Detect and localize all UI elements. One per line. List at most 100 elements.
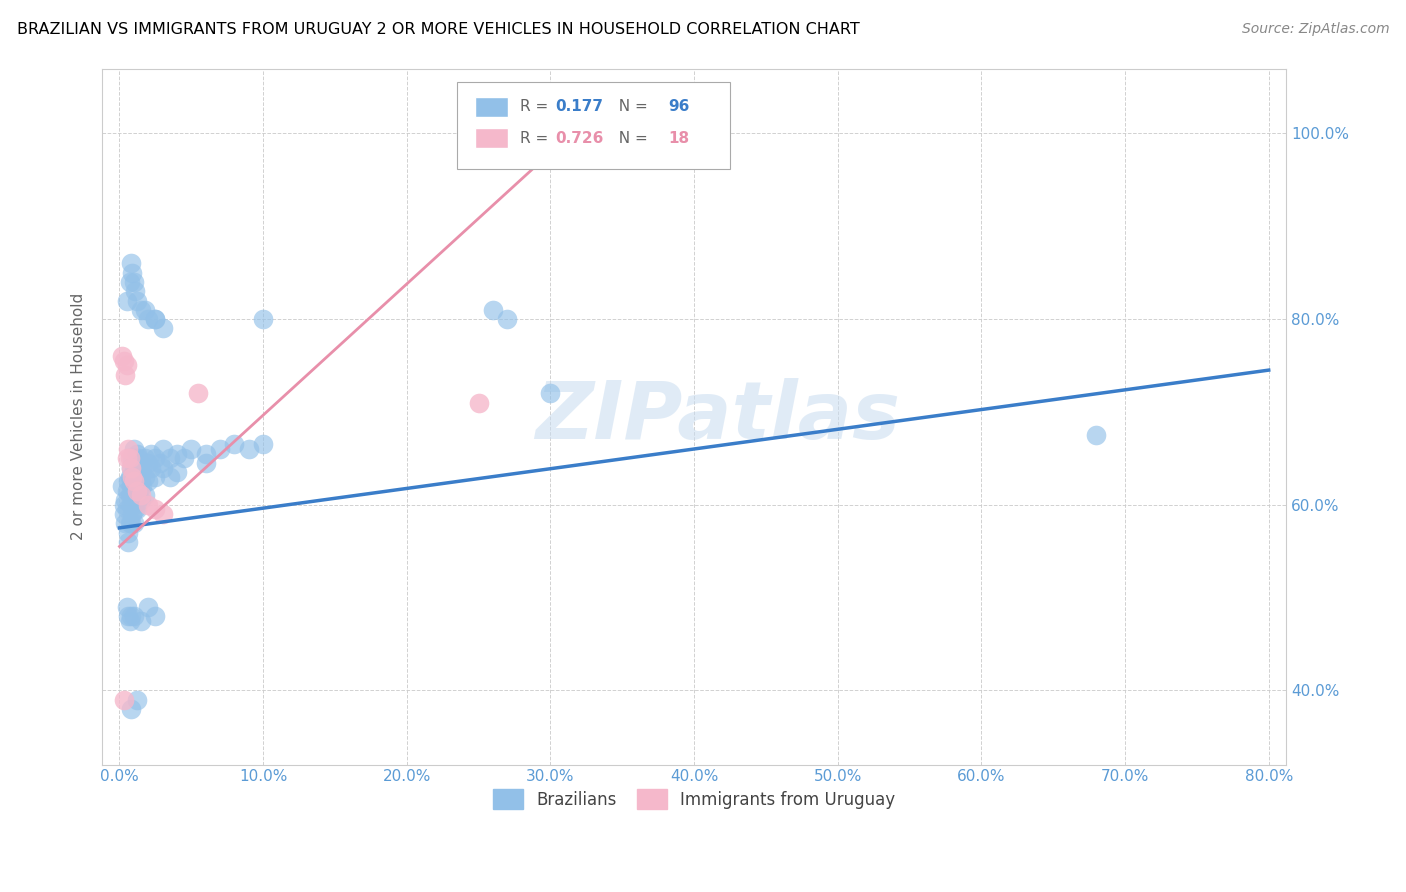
Point (134, 488, 156, 502)
Text: N =: N = (609, 130, 652, 145)
FancyBboxPatch shape (475, 128, 508, 148)
Point (194, 456, 217, 470)
Point (115, 359, 138, 373)
Point (124, 483, 146, 498)
Point (125, 483, 148, 498)
Point (145, 470, 167, 484)
Point (152, 321, 174, 335)
Point (117, 442, 139, 456)
Point (111, 479, 134, 493)
Point (131, 479, 153, 493)
Text: 0.726: 0.726 (555, 130, 605, 145)
Point (118, 451, 141, 466)
Point (145, 312, 167, 326)
Point (145, 609, 167, 624)
Point (114, 516, 136, 531)
Point (118, 488, 141, 502)
Point (122, 442, 145, 456)
Point (124, 284, 146, 298)
Point (252, 312, 274, 326)
Point (114, 493, 136, 508)
Text: R =: R = (520, 130, 553, 145)
Point (129, 488, 152, 502)
Point (134, 470, 156, 484)
Point (136, 599, 159, 614)
Point (125, 293, 148, 308)
Point (122, 498, 145, 512)
Point (115, 451, 138, 466)
Point (111, 349, 134, 363)
Point (122, 275, 145, 289)
Point (120, 460, 142, 475)
Text: BRAZILIAN VS IMMIGRANTS FROM URUGUAY 2 OR MORE VEHICLES IN HOUSEHOLD CORRELATION: BRAZILIAN VS IMMIGRANTS FROM URUGUAY 2 O… (17, 22, 859, 37)
Point (127, 488, 149, 502)
Point (122, 516, 145, 531)
Point (125, 483, 148, 498)
Point (121, 266, 143, 280)
Legend: Brazilians, Immigrants from Uruguay: Brazilians, Immigrants from Uruguay (486, 783, 901, 815)
Point (118, 470, 141, 484)
Point (238, 442, 260, 456)
Point (136, 456, 159, 470)
Point (252, 437, 274, 451)
Point (496, 312, 519, 326)
Point (117, 475, 139, 489)
Point (129, 302, 152, 317)
Point (122, 475, 145, 489)
Point (115, 293, 138, 308)
Point (152, 442, 174, 456)
Point (136, 312, 159, 326)
Point (124, 465, 146, 479)
Point (538, 386, 561, 401)
Point (224, 437, 246, 451)
Point (159, 451, 181, 466)
Point (208, 442, 231, 456)
Point (1085, 428, 1108, 442)
Point (112, 507, 135, 521)
Point (180, 442, 202, 456)
Point (134, 302, 156, 317)
FancyBboxPatch shape (475, 97, 508, 117)
Point (112, 498, 135, 512)
Text: 0.177: 0.177 (555, 99, 603, 114)
Point (173, 451, 195, 466)
Point (125, 502, 148, 516)
Point (136, 498, 159, 512)
Point (127, 451, 149, 466)
Point (115, 502, 138, 516)
Point (121, 470, 143, 484)
Point (124, 451, 146, 466)
Point (124, 502, 146, 516)
Point (117, 534, 139, 549)
Point (129, 456, 152, 470)
Point (120, 516, 142, 531)
Point (115, 599, 138, 614)
Point (114, 368, 136, 382)
Point (145, 502, 167, 516)
Point (152, 507, 174, 521)
Point (467, 395, 489, 409)
Point (139, 460, 162, 475)
Point (120, 702, 142, 716)
Point (128, 479, 150, 493)
Point (122, 479, 145, 493)
Text: 96: 96 (668, 99, 689, 114)
Point (125, 465, 148, 479)
Point (118, 275, 141, 289)
Point (120, 460, 142, 475)
Point (166, 447, 188, 461)
Point (129, 614, 152, 628)
Point (125, 692, 148, 706)
Point (120, 479, 142, 493)
Point (145, 451, 167, 466)
Point (120, 498, 142, 512)
Point (139, 447, 162, 461)
Point (121, 488, 143, 502)
Text: Source: ZipAtlas.com: Source: ZipAtlas.com (1241, 22, 1389, 37)
Point (152, 460, 174, 475)
Point (129, 493, 152, 508)
Text: 18: 18 (668, 130, 689, 145)
Point (166, 465, 188, 479)
Point (112, 692, 135, 706)
Point (149, 456, 172, 470)
